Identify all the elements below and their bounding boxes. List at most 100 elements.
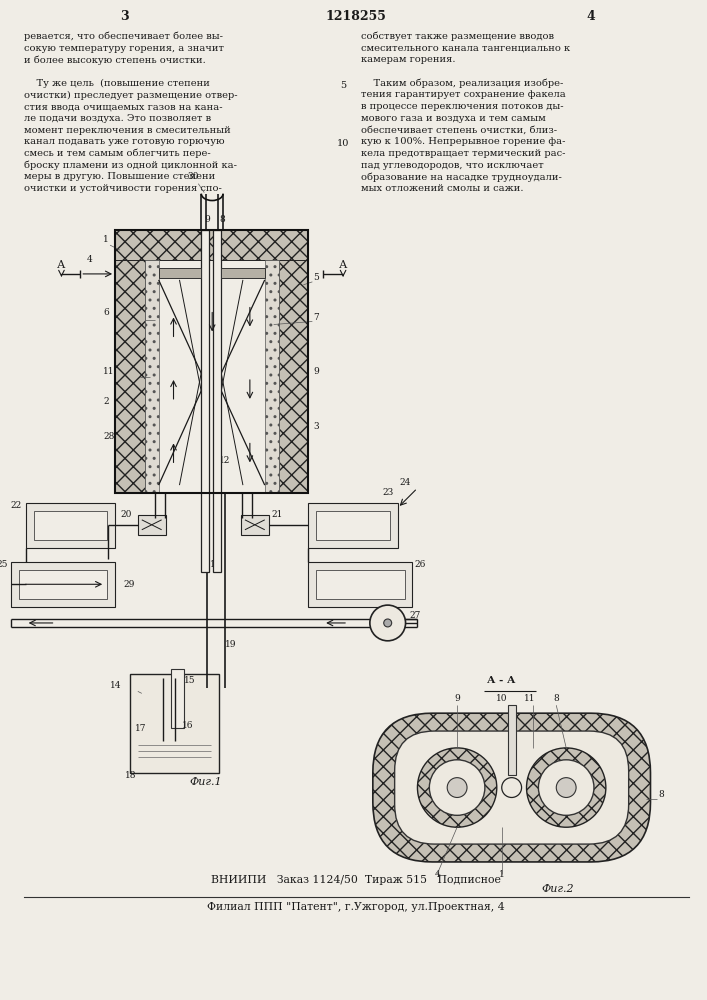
Bar bbox=[130, 674, 219, 773]
Bar bbox=[115, 230, 145, 493]
Text: 28: 28 bbox=[103, 432, 115, 441]
Text: 9: 9 bbox=[204, 215, 210, 224]
Text: Фиг.2: Фиг.2 bbox=[542, 884, 574, 894]
Text: 30: 30 bbox=[187, 172, 199, 181]
Bar bbox=[11, 562, 115, 607]
Text: 24: 24 bbox=[399, 478, 411, 487]
Bar bbox=[115, 230, 308, 493]
Text: 5: 5 bbox=[313, 273, 319, 282]
Circle shape bbox=[429, 760, 485, 815]
Bar bbox=[279, 230, 308, 493]
Bar bbox=[308, 562, 412, 607]
Bar bbox=[214, 230, 221, 572]
Text: 10: 10 bbox=[337, 139, 349, 148]
Text: 5: 5 bbox=[340, 81, 346, 90]
Text: 21: 21 bbox=[271, 510, 283, 519]
Text: 4: 4 bbox=[87, 255, 93, 264]
Circle shape bbox=[502, 778, 522, 797]
FancyBboxPatch shape bbox=[395, 731, 629, 844]
Text: очистки) преследует размещение отвер-: очистки) преследует размещение отвер- bbox=[24, 90, 238, 100]
Text: очистки и устойчивости горения спо-: очистки и устойчивости горения спо- bbox=[24, 184, 222, 193]
Text: собствует также размещение вводов: собствует также размещение вводов bbox=[361, 32, 554, 41]
Text: тения гарантирует сохранение факела: тения гарантирует сохранение факела bbox=[361, 90, 566, 99]
Text: момент переключения в смесительный: момент переключения в смесительный bbox=[24, 126, 230, 135]
Text: 8: 8 bbox=[658, 790, 664, 799]
Bar bbox=[201, 230, 209, 572]
Text: 1: 1 bbox=[103, 235, 109, 244]
Bar bbox=[138, 515, 165, 535]
Circle shape bbox=[417, 748, 497, 827]
Text: 15: 15 bbox=[185, 676, 196, 685]
Text: А - А: А - А bbox=[488, 676, 516, 685]
Text: Филиал ППП "Патент", г.Ужгород, ул.Проектная, 4: Филиал ППП "Патент", г.Ужгород, ул.Проек… bbox=[207, 902, 505, 912]
Text: мового газа и воздуха и тем самым: мового газа и воздуха и тем самым bbox=[361, 114, 546, 123]
Text: 4: 4 bbox=[587, 10, 595, 23]
Text: 3: 3 bbox=[313, 422, 319, 431]
Circle shape bbox=[370, 605, 406, 641]
Bar bbox=[34, 511, 107, 540]
Text: смесь и тем самым облегчить пере-: смесь и тем самым облегчить пере- bbox=[24, 149, 211, 158]
Bar bbox=[170, 669, 185, 728]
Text: 13: 13 bbox=[210, 560, 221, 569]
Text: 22: 22 bbox=[11, 501, 22, 510]
Text: Фиг.1: Фиг.1 bbox=[189, 777, 222, 787]
Text: 2: 2 bbox=[103, 397, 109, 406]
Text: 8: 8 bbox=[554, 694, 559, 703]
Bar bbox=[316, 570, 404, 599]
Text: сокую температуру горения, а значит: сокую температуру горения, а значит bbox=[24, 44, 224, 53]
Text: 7: 7 bbox=[313, 313, 319, 322]
Text: камерам горения.: камерам горения. bbox=[361, 55, 455, 64]
Bar bbox=[308, 503, 397, 548]
Bar bbox=[264, 260, 279, 493]
Bar bbox=[145, 260, 158, 493]
Text: 19: 19 bbox=[225, 640, 237, 649]
Text: 1218255: 1218255 bbox=[325, 10, 387, 23]
Text: А: А bbox=[57, 260, 66, 270]
Text: 29: 29 bbox=[123, 580, 134, 589]
Text: в процессе переключения потоков ды-: в процессе переключения потоков ды- bbox=[361, 102, 563, 111]
Bar bbox=[508, 705, 515, 775]
Text: ВНИИПИ   Заказ 1124/50  Тираж 515   Подписное: ВНИИПИ Заказ 1124/50 Тираж 515 Подписное bbox=[211, 875, 501, 885]
Text: кую к 100%. Непрерывное горение фа-: кую к 100%. Непрерывное горение фа- bbox=[361, 137, 566, 146]
Circle shape bbox=[556, 778, 576, 797]
Text: канал подавать уже готовую горючую: канал подавать уже готовую горючую bbox=[24, 137, 224, 146]
Text: 16: 16 bbox=[182, 721, 194, 730]
Text: 25: 25 bbox=[0, 560, 8, 569]
Text: 4: 4 bbox=[434, 870, 440, 879]
Bar bbox=[25, 503, 115, 548]
Text: образование на насадке трудноудали-: образование на насадке трудноудали- bbox=[361, 172, 562, 182]
Text: 8: 8 bbox=[219, 215, 225, 224]
Text: 1: 1 bbox=[499, 870, 505, 879]
Text: 11: 11 bbox=[524, 694, 535, 703]
Text: кела предотвращает термический рас-: кела предотвращает термический рас- bbox=[361, 149, 566, 158]
Text: 3: 3 bbox=[121, 10, 129, 23]
Circle shape bbox=[448, 778, 467, 797]
Text: ревается, что обеспечивает более вы-: ревается, что обеспечивает более вы- bbox=[24, 32, 223, 41]
Text: Таким образом, реализация изобре-: Таким образом, реализация изобре- bbox=[361, 79, 563, 88]
Text: 27: 27 bbox=[409, 611, 421, 620]
Text: А: А bbox=[339, 260, 347, 270]
Text: 6: 6 bbox=[103, 308, 109, 317]
Bar bbox=[19, 570, 107, 599]
Bar bbox=[158, 268, 201, 278]
Text: смесительного канала тангенциально к: смесительного канала тангенциально к bbox=[361, 44, 570, 53]
Text: 23: 23 bbox=[382, 488, 394, 497]
Text: 20: 20 bbox=[120, 510, 132, 519]
Text: и более высокую степень очистки.: и более высокую степень очистки. bbox=[24, 55, 206, 65]
FancyBboxPatch shape bbox=[373, 713, 650, 862]
Circle shape bbox=[527, 748, 606, 827]
Text: обеспечивает степень очистки, близ-: обеспечивает степень очистки, близ- bbox=[361, 126, 557, 135]
Bar bbox=[241, 515, 269, 535]
Text: стия ввода очищаемых газов на кана-: стия ввода очищаемых газов на кана- bbox=[24, 102, 223, 111]
Text: 14: 14 bbox=[110, 681, 122, 690]
Text: ле подачи воздуха. Это позволяет в: ле подачи воздуха. Это позволяет в bbox=[24, 114, 211, 123]
Bar bbox=[115, 230, 308, 260]
Text: 11: 11 bbox=[103, 367, 115, 376]
Circle shape bbox=[539, 760, 594, 815]
Text: 12: 12 bbox=[219, 456, 230, 465]
Text: броску пламени из одной циклонной ка-: броску пламени из одной циклонной ка- bbox=[24, 161, 237, 170]
Text: меры в другую. Повышение степени: меры в другую. Повышение степени bbox=[24, 172, 215, 181]
Text: 26: 26 bbox=[414, 560, 426, 569]
Text: 18: 18 bbox=[125, 771, 136, 780]
Text: Ту же цель  (повышение степени: Ту же цель (повышение степени bbox=[24, 79, 210, 88]
